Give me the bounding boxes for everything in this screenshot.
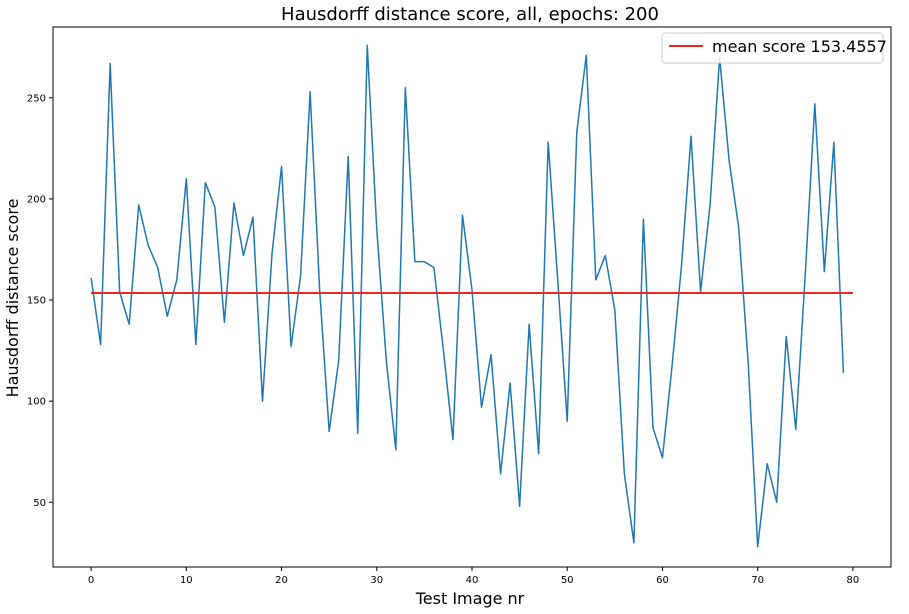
- chart-title: Hausdorff distance score, all, epochs: 2…: [281, 4, 659, 25]
- legend: mean score 153.4557: [661, 32, 887, 64]
- x-tick-label: 60: [656, 575, 669, 586]
- x-axis: 0 10 20 30 40 50 60 70 80: [88, 567, 859, 586]
- y-axis-label: Hausdorff distance score: [3, 199, 22, 398]
- score-series-line: [90, 44, 845, 548]
- x-tick-label: 80: [847, 575, 860, 586]
- legend-label-mean-score: mean score 153.4557: [712, 37, 887, 56]
- x-tick-label: 30: [370, 575, 383, 586]
- x-axis-label: Test Image nr: [415, 589, 525, 608]
- y-tick-label: 200: [27, 194, 46, 205]
- y-tick-label: 250: [27, 93, 46, 104]
- legend-box: [661, 32, 884, 64]
- y-tick-label: 50: [33, 498, 46, 509]
- x-tick-label: 10: [180, 575, 193, 586]
- x-tick-label: 70: [751, 575, 764, 586]
- x-tick-label: 40: [466, 575, 479, 586]
- x-tick-label: 0: [88, 575, 94, 586]
- x-tick-label: 50: [561, 575, 574, 586]
- y-tick-label: 100: [27, 397, 46, 408]
- y-axis: 50 100 150 200 250: [27, 93, 53, 509]
- series-group: [90, 44, 853, 548]
- x-tick-label: 20: [275, 575, 288, 586]
- y-tick-label: 150: [27, 296, 46, 307]
